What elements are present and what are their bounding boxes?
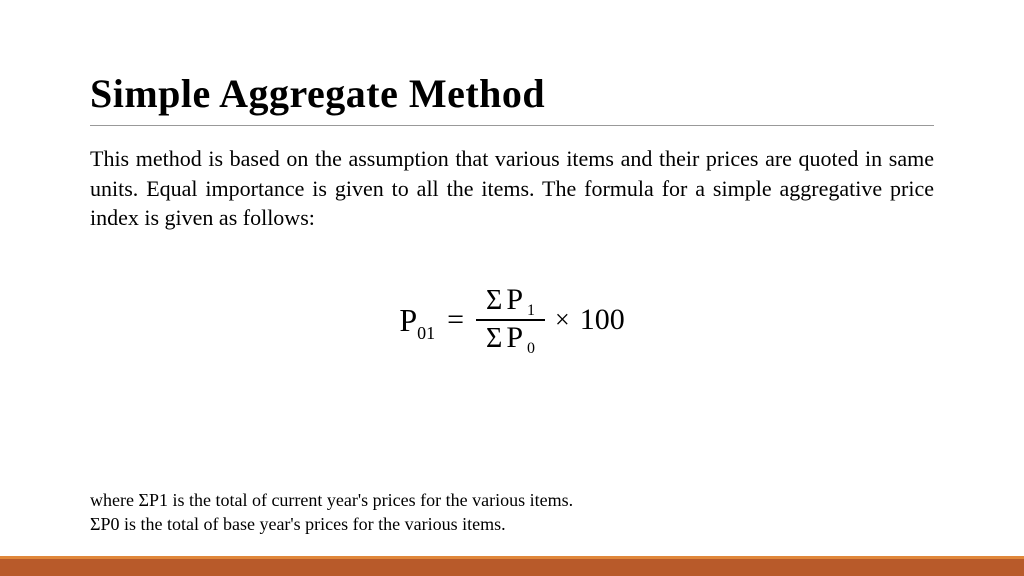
fraction-denominator: Σ P 0 — [476, 321, 545, 357]
multiply-sign: × — [555, 305, 570, 335]
denominator-subscript: 0 — [527, 340, 535, 358]
lhs-variable: P — [399, 302, 417, 339]
slide-container: Simple Aggregate Method This method is b… — [0, 0, 1024, 576]
slide-title: Simple Aggregate Method — [90, 70, 934, 126]
fraction-numerator: Σ P 1 — [476, 283, 545, 319]
formula-fraction: Σ P 1 Σ P 0 — [476, 283, 545, 357]
numerator-variable: P — [506, 283, 523, 317]
price-index-formula: P 01 = Σ P 1 Σ P 0 × 100 — [399, 283, 624, 357]
bottom-bar-main-stripe — [0, 559, 1024, 576]
bottom-accent-bar — [0, 556, 1024, 576]
formula-constant: 100 — [580, 303, 625, 337]
formula-lhs: P 01 — [399, 302, 435, 339]
lhs-subscript: 01 — [417, 323, 435, 344]
slide-body-text: This method is based on the assumption t… — [90, 144, 934, 233]
denominator-sigma: Σ — [486, 323, 502, 355]
numerator-sigma: Σ — [486, 285, 502, 317]
footnote-line-2: ΣP0 is the total of base year's prices f… — [90, 513, 934, 536]
numerator-subscript: 1 — [527, 302, 535, 320]
formula-container: P 01 = Σ P 1 Σ P 0 × 100 — [90, 283, 934, 357]
footnote-line-1: where ΣP1 is the total of current year's… — [90, 489, 934, 512]
denominator-variable: P — [506, 321, 523, 355]
equals-sign: = — [447, 303, 464, 337]
slide-footnote: where ΣP1 is the total of current year's… — [90, 489, 934, 536]
